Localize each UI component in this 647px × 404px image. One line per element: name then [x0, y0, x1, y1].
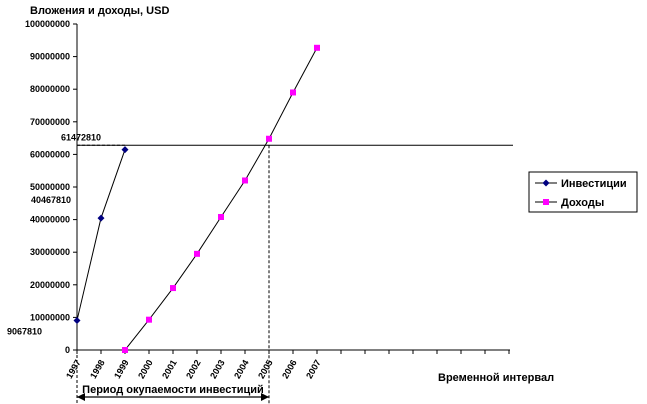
payback-period: Период окупаемости инвестиций: [77, 384, 269, 401]
y-axis-title-group: Вложения и доходы, USD: [30, 5, 169, 17]
x-tick-label: 1999: [112, 358, 131, 380]
data-point-square: [242, 177, 248, 184]
legend-marker-square-icon: [543, 199, 549, 205]
x-tick-label: 2005: [256, 358, 275, 380]
point-labels: 9067810 40467810 61472810: [7, 133, 101, 337]
series-line-0: [76, 149, 126, 321]
x-tick-label: 2004: [232, 358, 251, 380]
legend: Инвестиции Доходы: [528, 171, 638, 213]
data-point-square: [194, 250, 200, 257]
arrowhead-left-icon: [77, 393, 85, 401]
y-tick-label: 100000000: [25, 19, 70, 29]
y-tick-label: 90000000: [30, 52, 70, 62]
legend-marker-diamond-icon: [542, 179, 550, 187]
data-point-square: [218, 213, 224, 220]
point-label: 61472810: [61, 133, 101, 143]
x-tick-label: 2000: [136, 358, 155, 380]
y-axis-ticks: 0 10000000 20000000 30000000 40000000 5000000…: [25, 19, 77, 355]
x-tick-label: 2006: [280, 358, 299, 380]
y-tick-label: 10000000: [30, 312, 70, 322]
y-axis-title: Вложения и доходы, USD: [30, 5, 169, 17]
arrowhead-right-icon: [261, 393, 269, 401]
series-group: [73, 44, 320, 353]
x-tick-label: 1998: [88, 358, 107, 380]
point-label: 40467810: [31, 195, 71, 205]
x-tick-label: 2002: [184, 358, 203, 380]
data-point-square: [290, 89, 296, 96]
x-tick-label: 2001: [160, 358, 179, 380]
series-line-1: [124, 47, 318, 351]
data-point-square: [314, 44, 320, 51]
x-axis-title: Временной интервал: [438, 372, 554, 384]
x-tick-label: 2003: [208, 358, 227, 380]
y-tick-label: 60000000: [30, 149, 70, 159]
data-point-square: [266, 135, 272, 142]
y-tick-label: 20000000: [30, 280, 70, 290]
data-point-square: [146, 316, 152, 323]
y-tick-label: 40000000: [30, 215, 70, 225]
legend-box: [528, 171, 638, 213]
x-tick-label: 2007: [304, 358, 323, 380]
y-tick-label: 0: [65, 345, 70, 355]
reference-lines: [76, 144, 513, 404]
x-tick-label: 1997: [64, 358, 83, 380]
data-point-diamond: [121, 146, 129, 154]
y-tick-label: 30000000: [30, 247, 70, 257]
data-point-square: [122, 347, 128, 353]
payback-label: Период окупаемости инвестиций: [82, 384, 264, 396]
y-tick-label: 50000000: [30, 182, 70, 192]
y-tick-label: 80000000: [30, 84, 70, 94]
point-label: 9067810: [7, 326, 42, 336]
y-tick-label: 70000000: [30, 117, 70, 127]
data-point-square: [170, 285, 176, 292]
data-point-diamond: [97, 214, 105, 222]
data-point-diamond: [73, 316, 81, 324]
legend-label: Доходы: [561, 197, 604, 209]
legend-label: Инвестиции: [561, 178, 627, 190]
